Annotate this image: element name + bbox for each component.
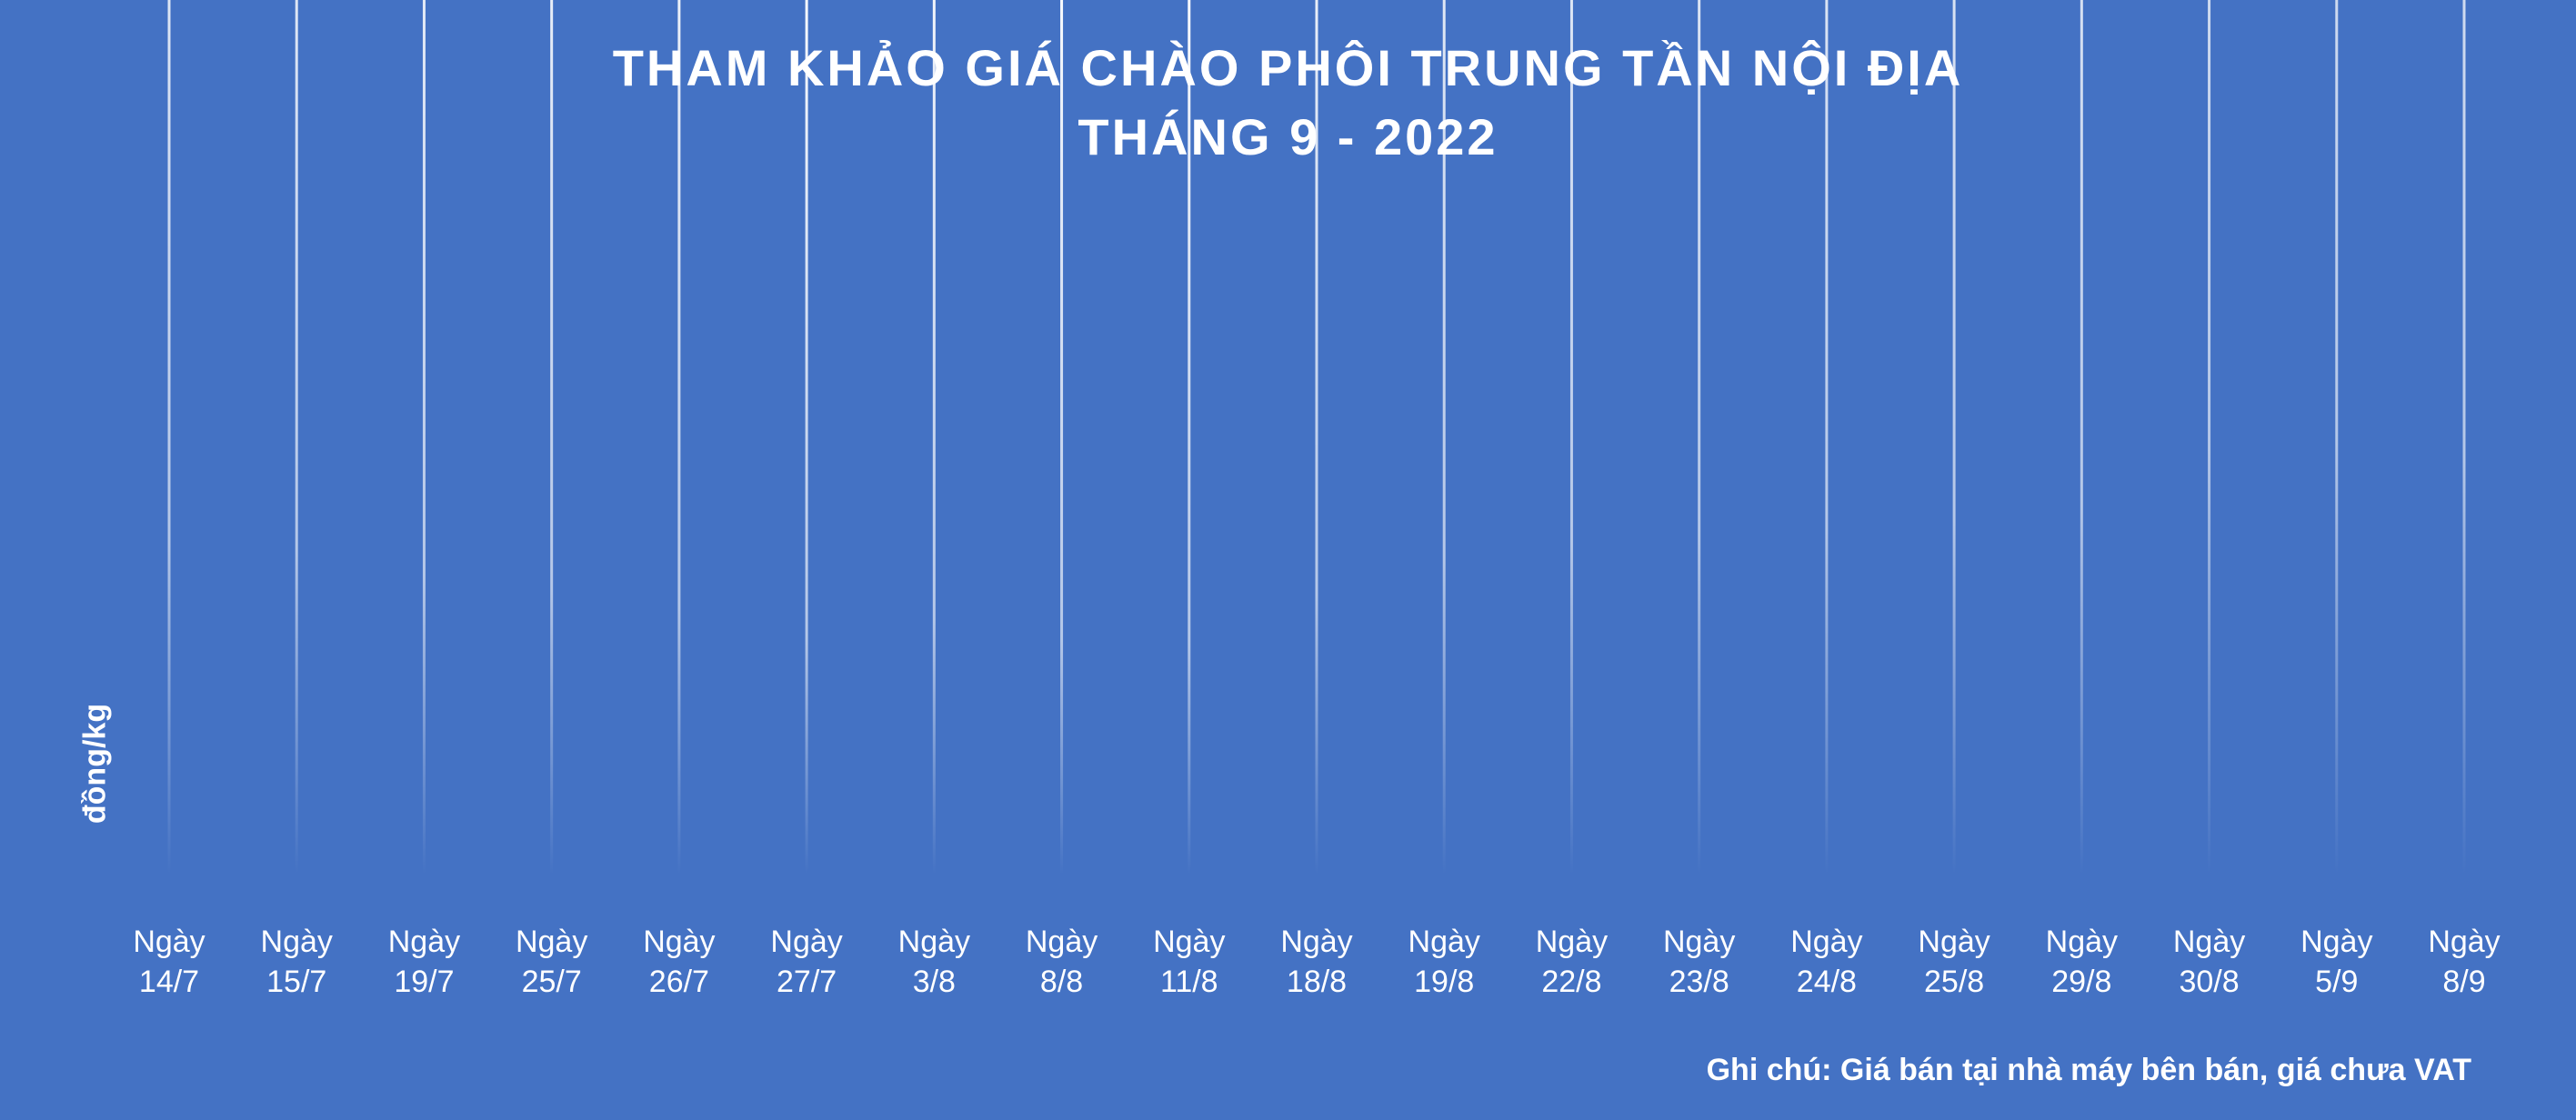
x-tick-label: Ngày — [1153, 925, 1225, 959]
x-tick-label: Ngày — [2046, 925, 2118, 959]
x-tick-label: Ngày — [1918, 925, 1990, 959]
x-tick-label: 19/7 — [394, 965, 454, 999]
x-tick-label: 18/8 — [1287, 965, 1347, 999]
x-tick-label: Ngày — [1536, 925, 1608, 959]
x-tick-label: Ngày — [261, 925, 333, 959]
x-tick-label: 8/9 — [2442, 965, 2485, 999]
x-tick-label: 3/8 — [913, 965, 956, 999]
bar — [1952, 0, 1956, 875]
bar — [932, 0, 936, 875]
bar — [1698, 0, 1701, 875]
bar — [677, 0, 681, 875]
x-tick-label: Ngày — [1663, 925, 1735, 959]
x-tick-label: 19/8 — [1414, 965, 1474, 999]
bar — [1060, 0, 1064, 875]
x-tick-label: Ngày — [133, 925, 205, 959]
bar — [2335, 0, 2339, 875]
x-tick-label: Ngày — [770, 925, 842, 959]
x-tick-label: Ngày — [1280, 925, 1352, 959]
bar — [167, 0, 171, 875]
y-axis-label: đồng/kg — [77, 703, 113, 825]
bar — [1825, 0, 1829, 875]
bar — [1315, 0, 1318, 875]
x-tick-label: 25/7 — [522, 965, 582, 999]
bar — [2208, 0, 2211, 875]
x-tick-label: Ngày — [1408, 925, 1480, 959]
bar — [805, 0, 808, 875]
bar — [1442, 0, 1446, 875]
bar — [295, 0, 298, 875]
x-tick-label: Ngày — [1026, 925, 1098, 959]
x-tick-label: Ngày — [388, 925, 460, 959]
bar — [550, 0, 554, 875]
x-tick-label: 30/8 — [2179, 965, 2239, 999]
bar — [2080, 0, 2083, 875]
x-tick-label: 5/9 — [2315, 965, 2358, 999]
x-tick-label: 25/8 — [1924, 965, 1984, 999]
x-tick-label: 29/8 — [2051, 965, 2111, 999]
x-tick-label: 27/7 — [777, 965, 837, 999]
x-axis-tick-labels: Ngày 14/7 Ngày 15/7 Ngày 19/7 Ngày 25/7 Ngày 26/7… — [133, 925, 2500, 999]
chart-subtitle: THÁNG 9 - 2022 — [1078, 108, 1498, 165]
x-tick-label: Ngày — [2300, 925, 2372, 959]
x-tick-label: Ngày — [1790, 925, 1862, 959]
x-tick-label: Ngày — [643, 925, 715, 959]
x-tick-label: 24/8 — [1797, 965, 1857, 999]
x-tick-label: 14/7 — [139, 965, 199, 999]
x-tick-label: 22/8 — [1541, 965, 1601, 999]
x-tick-label: Ngày — [898, 925, 970, 959]
x-tick-label: 26/7 — [649, 965, 709, 999]
x-tick-label: Ngày — [2173, 925, 2245, 959]
bar — [1569, 0, 1573, 875]
bar — [422, 0, 426, 875]
bar — [2462, 0, 2466, 875]
chart-title: THAM KHẢO GIÁ CHÀO PHÔI TRUNG TẦN NỘI ĐỊ… — [612, 39, 1964, 96]
x-tick-label: 8/8 — [1040, 965, 1083, 999]
x-tick-label: 15/7 — [266, 965, 326, 999]
x-tick-label: 23/8 — [1669, 965, 1729, 999]
x-tick-label: Ngày — [2428, 925, 2500, 959]
footnote: Ghi chú: Giá bán tại nhà máy bên bán, gi… — [1706, 1053, 2471, 1087]
bar — [1188, 0, 1191, 875]
x-tick-label: 11/8 — [1160, 965, 1218, 999]
x-tick-label: Ngày — [516, 925, 587, 959]
bar-series — [167, 0, 2466, 875]
